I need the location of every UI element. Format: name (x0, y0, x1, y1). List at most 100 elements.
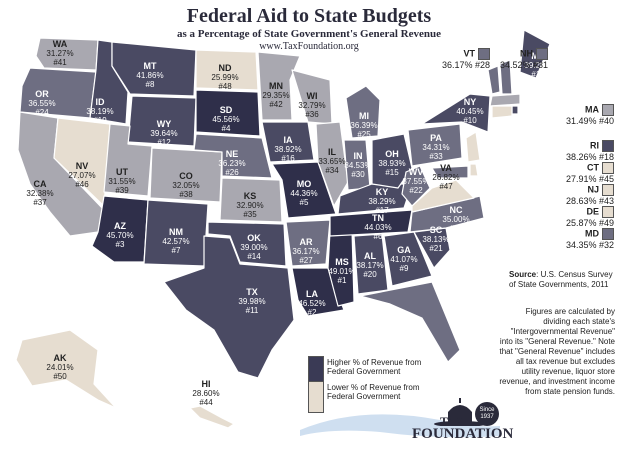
state-label-ne: NE 36.23% #26 (218, 150, 246, 178)
state-label-tn: TN 44.03% #6 (364, 214, 391, 242)
state-rank: #12 (157, 138, 171, 147)
state-rank: #41 (53, 58, 67, 67)
state-rank: #50 (53, 372, 67, 381)
state-ut (103, 123, 153, 197)
state-pct: 38.17% (356, 261, 384, 270)
state-pct: 32.79% (298, 101, 326, 110)
state-rank: #19 (93, 116, 107, 125)
state-label-az: AZ 45.70% #3 (106, 222, 133, 250)
state-rank: #6 (373, 232, 383, 241)
side-value: 38.26% #18 (566, 152, 615, 162)
state-me (519, 29, 551, 79)
state-rank: #47 (439, 182, 453, 191)
state-abbr: ID (95, 97, 105, 107)
state-rank: #4 (221, 124, 231, 133)
state-abbr: GA (397, 245, 411, 255)
state-rank: #10 (463, 116, 477, 125)
state-ak (15, 329, 117, 409)
state-abbr: WV (408, 167, 424, 177)
side-abbr: VT (463, 48, 476, 59)
state-pct: 36.55% (28, 99, 56, 108)
website-url[interactable]: www.TaxFoundation.org (259, 41, 359, 52)
state-pct: 42.57% (162, 237, 190, 246)
state-pct: 39.00% (240, 243, 268, 252)
state-rank: #1 (337, 276, 347, 285)
side-swatch (536, 48, 549, 60)
state-rank: #39 (115, 186, 129, 195)
state-label-fl: FL 36.93% #23 (404, 324, 432, 352)
state-label-hi: HI 28.60% #44 (192, 380, 220, 408)
side-label-ct: CT 27.91% #45 (566, 162, 615, 184)
state-label-co: CO 32.05% #38 (172, 171, 199, 200)
state-pct: 41.07% (390, 255, 418, 264)
state-rank: #25 (357, 130, 371, 139)
state-label-nd: ND 25.99% #48 (211, 64, 239, 92)
state-pct: 33.65% (318, 157, 346, 166)
state-abbr: WI (306, 91, 318, 101)
state-nj (465, 131, 481, 163)
state-label-oh: OH 38.93% #15 (378, 150, 406, 178)
state-label-mi: MI 36.39% #25 (350, 112, 377, 140)
side-label-ma: MA 31.49% #40 (566, 104, 615, 126)
state-abbr: TX (246, 287, 258, 297)
state-pct: 36.23% (218, 159, 246, 168)
state-il (315, 121, 349, 207)
state-ri (511, 105, 519, 115)
state-abbr: MT (143, 61, 157, 71)
state-rank: #8 (145, 80, 155, 89)
state-pct: 26.82% (432, 173, 460, 182)
state-pct: 36.93% (404, 333, 432, 342)
state-abbr: CO (179, 171, 193, 181)
state-pct: 40.45% (456, 107, 484, 116)
state-rank: #33 (429, 152, 443, 161)
state-fl (359, 281, 461, 363)
side-swatch (602, 206, 615, 218)
state-pct: 45.56% (212, 115, 240, 124)
state-label-sc: SC 38.13% #21 (422, 226, 449, 254)
side-swatch (602, 104, 615, 116)
legend-low-label: Lower % of Revenue from Federal Governme… (327, 383, 420, 401)
state-rank: #16 (281, 154, 295, 163)
side-abbr: NH (520, 48, 534, 59)
state-rank: #44 (199, 398, 213, 407)
state-label-al: AL 38.17% #20 (356, 251, 384, 280)
methodology-note: Figures are calculated by dividing each … (499, 307, 615, 396)
state-abbr: NC (449, 205, 463, 215)
state-ok (207, 221, 287, 267)
state-pct: 32.38% (26, 189, 54, 198)
state-de (469, 163, 479, 177)
state-ma (489, 93, 521, 107)
side-value: 34.35% #32 (566, 240, 615, 250)
state-or (19, 67, 97, 119)
state-pct: 25.99% (211, 73, 239, 82)
state-abbr: AL (363, 251, 376, 261)
side-abbr: MD (585, 228, 600, 239)
state-label-nc: NC 35.00% #29 (442, 205, 469, 234)
state-tx (163, 235, 295, 379)
state-pct: 38.29% (368, 197, 396, 206)
side-value: 34.52% #31 (500, 60, 549, 70)
badge-since: Since (479, 407, 495, 413)
side-swatch (602, 140, 615, 152)
state-pct: 31.55% (108, 177, 136, 186)
state-pct: 38.93% (378, 159, 406, 168)
state-pct: 28.60% (192, 389, 220, 398)
state-abbr: WA (52, 39, 68, 49)
side-value: 31.49% #40 (566, 116, 615, 126)
state-mo (271, 161, 337, 219)
state-wa (35, 37, 99, 71)
legend-high-label: Higher % of Revenue from Federal Governm… (327, 358, 422, 376)
side-value: 28.63% #43 (566, 196, 615, 206)
state-mt (111, 41, 197, 97)
state-pct: 39.29% (524, 61, 552, 70)
state-pct: 38.19% (86, 107, 114, 116)
logo-foundation: FOUNDATION (412, 426, 514, 442)
side-swatch (478, 48, 491, 60)
state-rank: #42 (269, 100, 283, 109)
state-abbr: VA (440, 163, 452, 173)
state-rank: #5 (299, 198, 309, 207)
state-abbr: AR (299, 237, 313, 247)
state-rank: #46 (75, 180, 89, 189)
state-label-ut: UT 31.55% #39 (108, 168, 136, 196)
